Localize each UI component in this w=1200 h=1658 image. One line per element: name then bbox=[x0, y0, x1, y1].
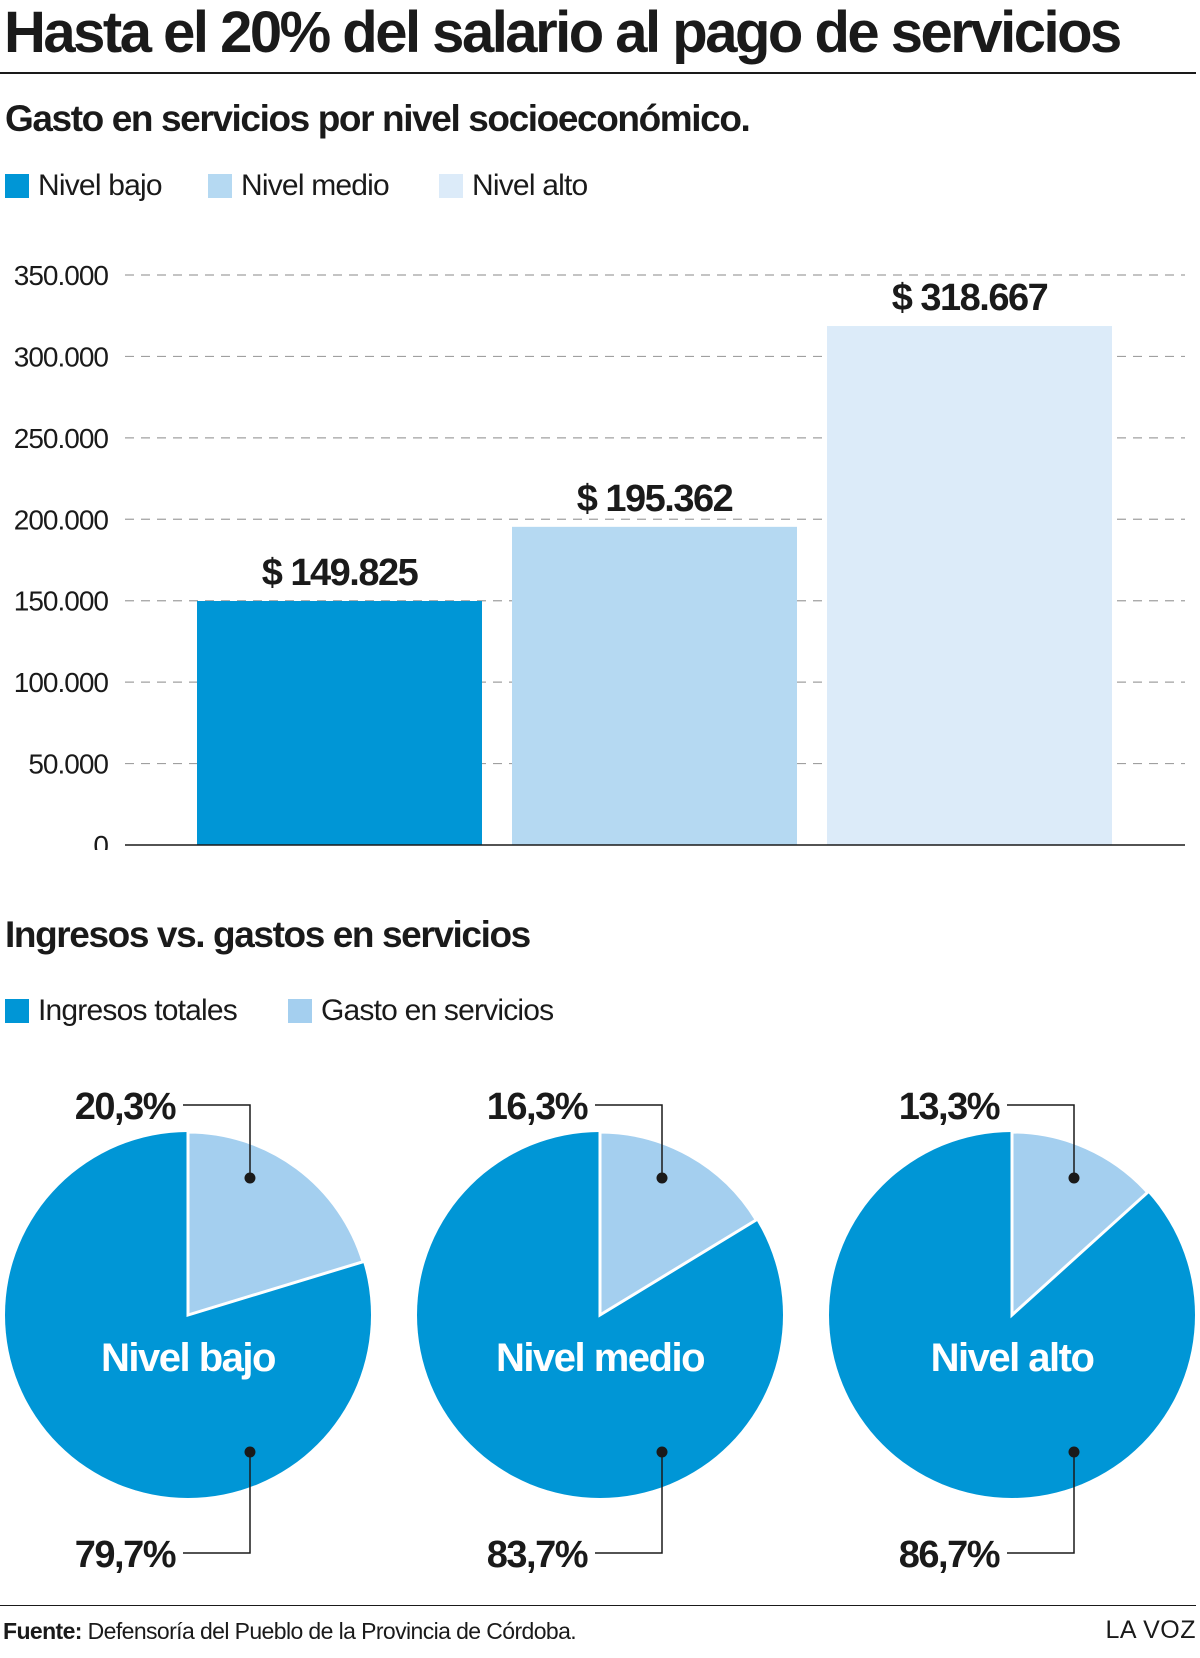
footer-divider bbox=[0, 1605, 1196, 1606]
callout-line bbox=[183, 1452, 251, 1554]
pie-slice-gasto bbox=[598, 1130, 759, 1318]
source-note: Fuente: Defensoría del Pueblo de la Prov… bbox=[3, 1618, 577, 1645]
bar-chart-legend: Nivel bajo Nivel medio Nivel alto bbox=[5, 168, 588, 204]
bar-value-label: $ 318.667 bbox=[892, 277, 1048, 319]
gasto-percent-label: 20,3% bbox=[75, 1086, 176, 1128]
bar bbox=[512, 526, 797, 845]
legend-label: Nivel medio bbox=[241, 169, 390, 202]
pie-level-label: Nivel alto bbox=[931, 1336, 1094, 1380]
gasto-percent-label: 13,3% bbox=[899, 1086, 1000, 1128]
pie-level-label: Nivel bajo bbox=[101, 1336, 275, 1380]
legend-swatch bbox=[288, 999, 312, 1023]
callout-line bbox=[1007, 1104, 1075, 1178]
y-tick-label: 350.000 bbox=[14, 260, 109, 291]
pie-slice-gasto bbox=[1010, 1130, 1150, 1319]
bar-value-label: $ 195.362 bbox=[577, 478, 733, 520]
legend-swatch bbox=[439, 174, 463, 198]
legend-swatch bbox=[5, 174, 29, 198]
y-tick-label: 0 bbox=[93, 830, 108, 850]
pie-section-title: Ingresos vs. gastos en servicios bbox=[5, 914, 531, 955]
gasto-percent-label: 16,3% bbox=[487, 1086, 588, 1128]
ingresos-percent-label: 86,7% bbox=[899, 1534, 1000, 1576]
bar-chart: 0 50.000 100.000 150.000 200.000 250.000 300.0… bbox=[14, 260, 1185, 850]
y-tick-label: 100.000 bbox=[14, 667, 109, 698]
callout-line bbox=[183, 1104, 251, 1178]
y-tick-label: 150.000 bbox=[14, 586, 109, 617]
callout-line bbox=[1007, 1452, 1075, 1554]
source-text: Defensoría del Pueblo de la Provincia de… bbox=[81, 1618, 577, 1644]
source-label: Fuente: bbox=[3, 1618, 82, 1644]
page-title: Hasta el 20% del salario al pago de serv… bbox=[4, 0, 1122, 65]
legend-item-gasto-en-servicios: Gasto en servicios bbox=[288, 994, 554, 1028]
bar-chart-title: Gasto en servicios por nivel socioeconóm… bbox=[5, 98, 751, 139]
legend-label: Nivel bajo bbox=[38, 169, 163, 202]
y-tick-label: 200.000 bbox=[14, 504, 109, 535]
ingresos-percent-label: 83,7% bbox=[487, 1534, 588, 1576]
ingresos-percent-label: 79,7% bbox=[75, 1534, 176, 1576]
legend-swatch bbox=[5, 999, 29, 1023]
bar bbox=[827, 326, 1112, 845]
bar bbox=[197, 600, 482, 845]
legend-item-nivel-bajo: Nivel bajo bbox=[5, 169, 208, 203]
title-divider bbox=[0, 72, 1196, 74]
legend-swatch bbox=[208, 174, 232, 198]
pie-level-label: Nivel medio bbox=[496, 1336, 704, 1380]
legend-item-ingresos-totales: Ingresos totales bbox=[5, 994, 288, 1028]
legend-item-nivel-medio: Nivel medio bbox=[208, 169, 439, 203]
pie-charts: Nivel bajo 20,3% 79,7% Nivel medio 16,3% 83,7… bbox=[5, 1086, 1195, 1576]
legend-label: Nivel alto bbox=[472, 169, 588, 202]
callout-line bbox=[595, 1104, 663, 1178]
y-tick-label: 50.000 bbox=[28, 749, 108, 780]
legend-item-nivel-alto: Nivel alto bbox=[439, 169, 588, 203]
brand-logo: LA VOZ bbox=[1105, 1616, 1196, 1644]
y-tick-label: 300.000 bbox=[14, 341, 109, 372]
legend-label: Gasto en servicios bbox=[321, 994, 554, 1027]
pie-slice-gasto bbox=[186, 1130, 365, 1318]
pie-chart-legend: Ingresos totales Gasto en servicios bbox=[5, 993, 554, 1029]
bar-value-label: $ 149.825 bbox=[262, 552, 419, 594]
legend-label: Ingresos totales bbox=[38, 994, 238, 1027]
callout-line bbox=[595, 1452, 663, 1554]
y-tick-label: 250.000 bbox=[14, 423, 109, 454]
